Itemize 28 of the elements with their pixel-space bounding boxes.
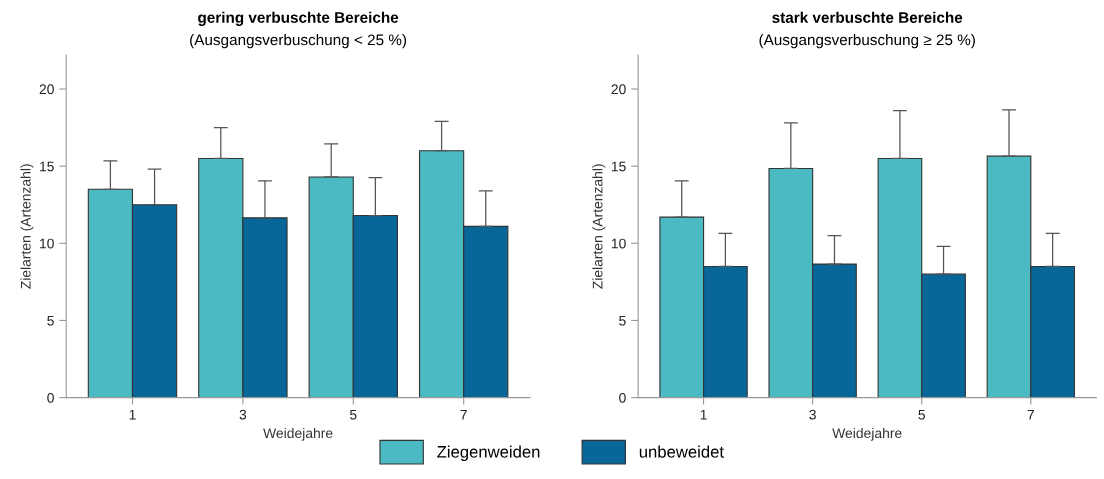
x-tick-label: 3 — [239, 409, 247, 420]
chart-title: stark verbuschte Bereiche — [772, 11, 963, 23]
x-tick-label: 7 — [460, 409, 467, 420]
y-tick-label: 5 — [47, 315, 54, 326]
chart-title: gering verbuschte Bereiche — [198, 11, 399, 26]
y-tick-label: 20 — [611, 84, 626, 95]
y-tick-label: 5 — [619, 315, 626, 326]
x-tick-label: 7 — [1027, 409, 1034, 420]
y-axis-title: Zielarten (Artenzahl) — [20, 164, 34, 289]
x-tick-label: 5 — [349, 409, 357, 420]
legend-label: unbeweidet — [639, 445, 724, 458]
y-tick-label: 0 — [47, 392, 54, 403]
y-tick-label: 0 — [619, 392, 626, 403]
chart-subtitle: (Ausgangsverbuschung ≥ 25 %) — [759, 33, 975, 49]
y-tick-label: 10 — [40, 238, 54, 249]
x-tick-label: 1 — [700, 409, 707, 420]
y-tick-label: 15 — [40, 161, 54, 172]
x-tick-label: 1 — [129, 409, 136, 420]
chart-subtitle: (Ausgangsverbuschung < 25 %) — [190, 33, 407, 49]
x-axis-title: Weidejahre — [263, 427, 333, 441]
y-tick-label: 20 — [39, 84, 54, 95]
y-tick-label: 10 — [611, 238, 626, 249]
x-tick-label: 3 — [809, 409, 816, 420]
y-tick-label: 15 — [611, 161, 626, 172]
legend-label: Ziegenweiden — [437, 445, 540, 462]
x-tick-label: 5 — [918, 409, 926, 420]
x-axis-title: Weidejahre — [832, 427, 902, 441]
y-axis-title: Zielarten (Artenzahl) — [592, 164, 606, 289]
